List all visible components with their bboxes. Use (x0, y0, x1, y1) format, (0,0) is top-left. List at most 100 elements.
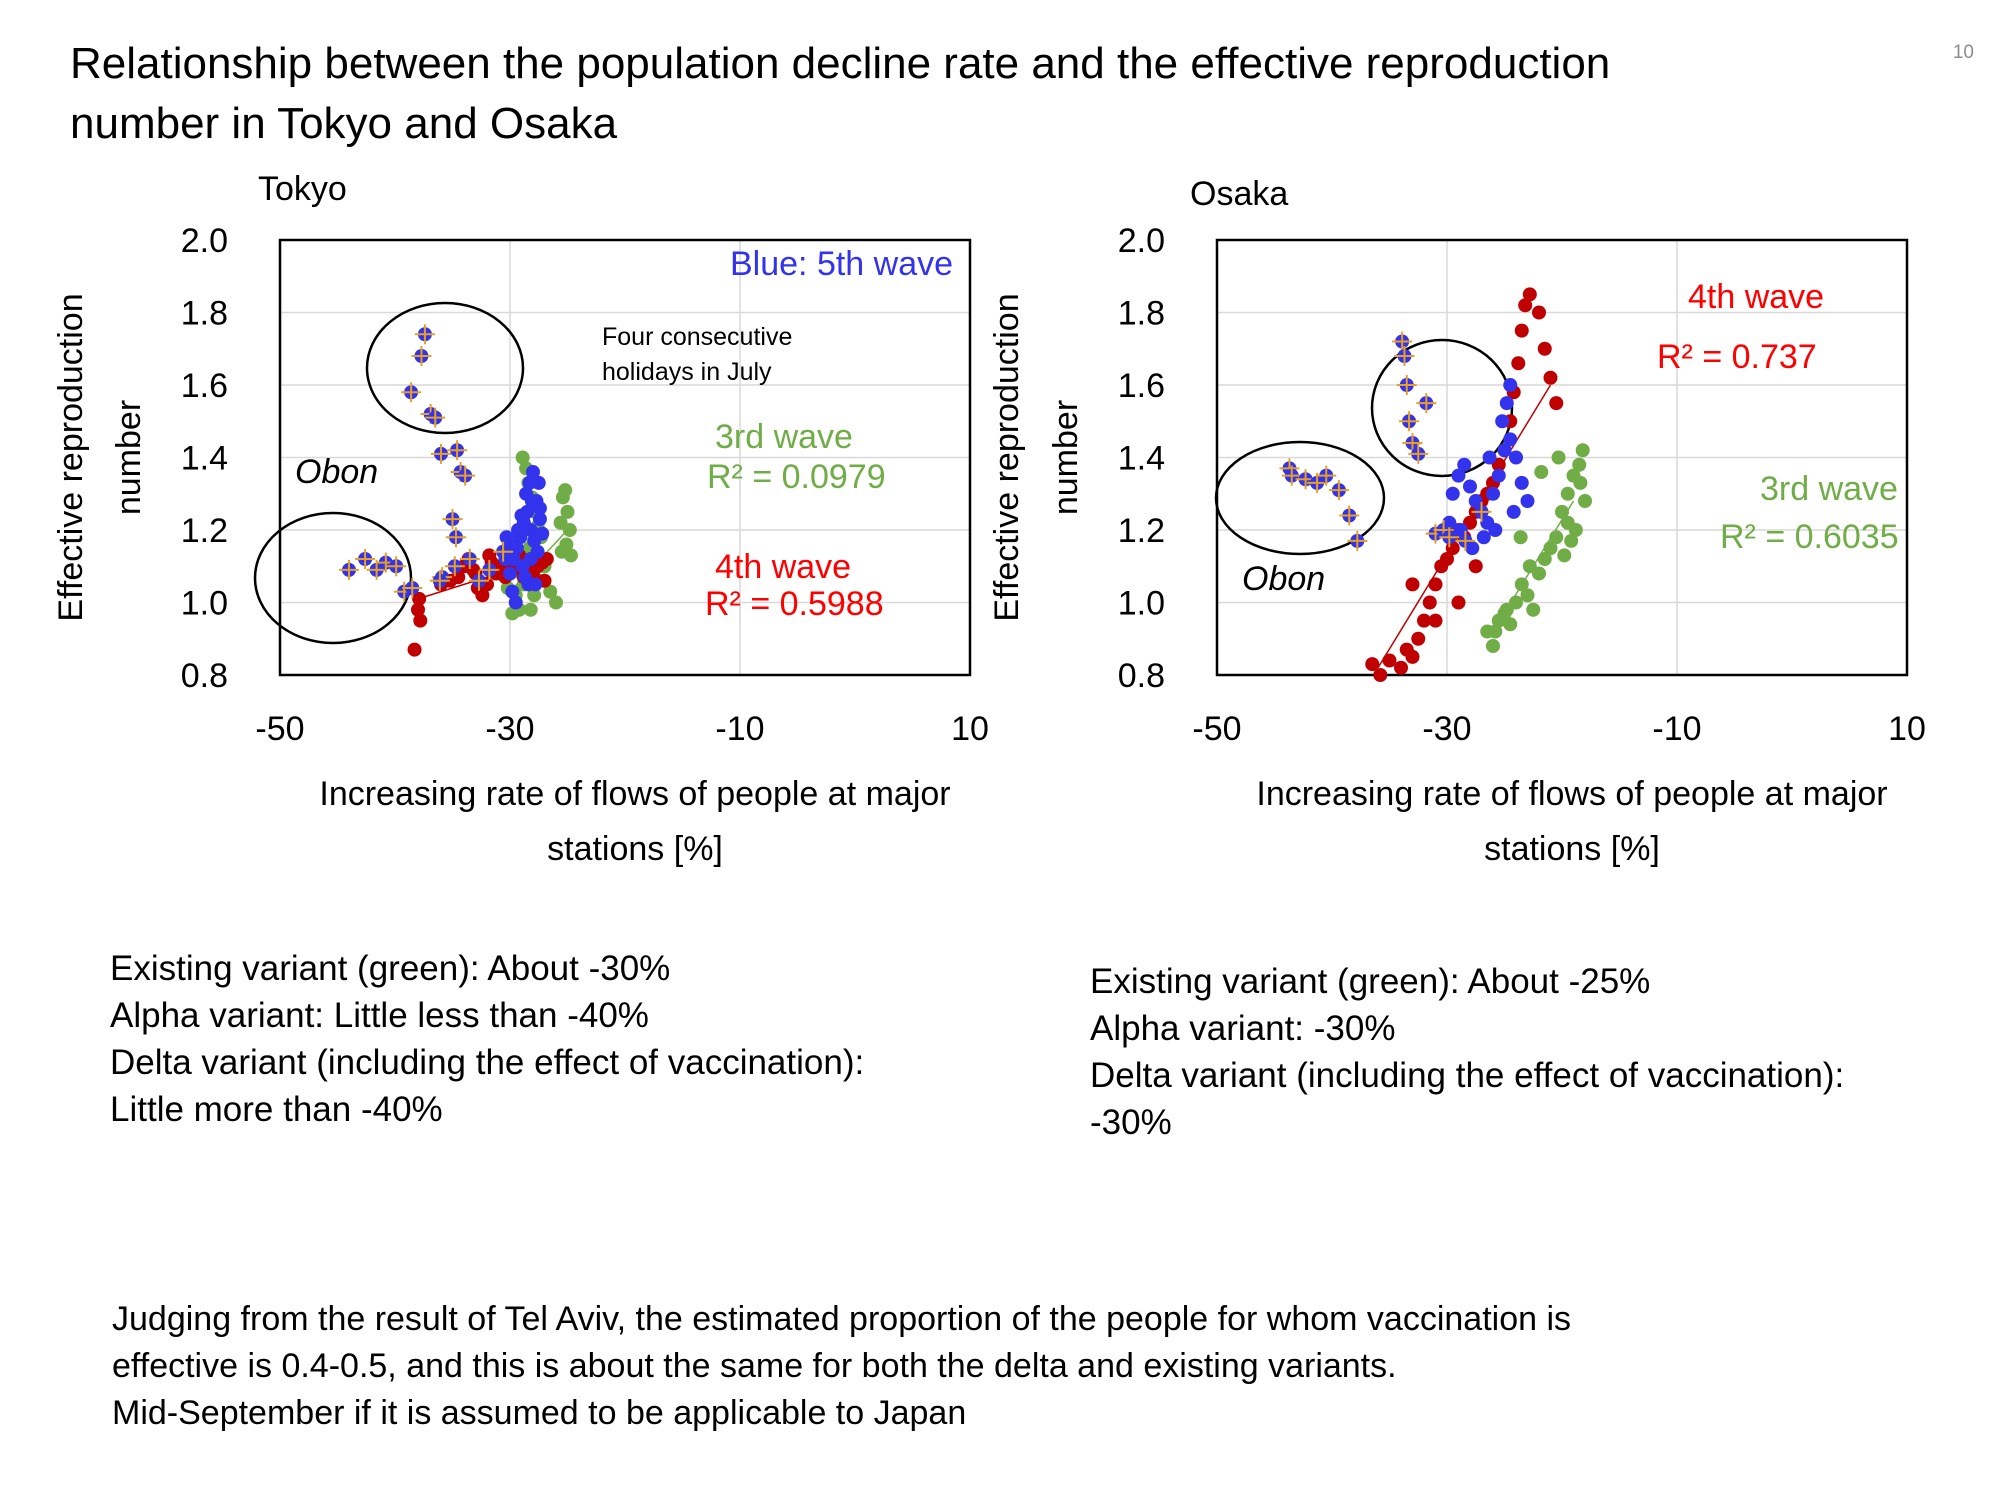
x-tick-label: -10 (715, 710, 764, 748)
y-axis-title-line-1: Effective reproduction (52, 293, 90, 621)
x-tick-label: -30 (1422, 710, 1471, 748)
footnote-line: Mid-September if it is assumed to be app… (112, 1394, 967, 1432)
data-point (1514, 475, 1529, 490)
holiday-annotation-line-2: holidays in July (602, 358, 772, 386)
series-5th-wave-holidays- (1279, 331, 1492, 551)
data-point (1513, 530, 1528, 545)
data-point (1440, 552, 1454, 566)
y-axis-title-line-1: Effective reproduction (988, 293, 1026, 621)
data-point (1417, 613, 1431, 628)
holiday-data-point (355, 549, 376, 569)
holiday-data-point (402, 578, 423, 598)
data-point (1411, 631, 1426, 646)
trendline (1492, 500, 1575, 632)
data-point (1405, 649, 1420, 664)
data-point (1578, 494, 1592, 508)
data-point (1557, 548, 1572, 563)
footnote: Judging from the result of Tel Aviv, the… (112, 1296, 1571, 1437)
osaka-notes: Existing variant (green): About -25% Alp… (1090, 958, 1844, 1146)
y-tick-label: 1.8 (1118, 295, 1165, 333)
holiday-data-point (1402, 433, 1423, 453)
y-axis-title-line-2: number (110, 400, 148, 515)
holiday-annotation-line-1: Four consecutive (602, 323, 792, 351)
y-tick-label: 2.0 (181, 222, 228, 260)
data-point (1503, 432, 1518, 447)
series-5th-wave (498, 465, 550, 610)
data-point (532, 512, 547, 527)
data-point (1451, 468, 1466, 483)
data-point (1522, 287, 1537, 302)
osaka-note-line: Existing variant (green): About -25% (1090, 962, 1651, 1001)
data-point (1537, 552, 1552, 566)
y-tick-label: 1.4 (1118, 440, 1165, 478)
data-point (523, 523, 538, 537)
data-point (407, 642, 422, 657)
y-tick-label: 0.8 (1118, 657, 1165, 695)
holiday-data-point (339, 559, 359, 580)
data-point (523, 552, 538, 566)
data-point (1488, 523, 1503, 537)
osaka-note-line: Delta variant (including the effect of v… (1090, 1056, 1845, 1095)
holiday-data-point (1471, 501, 1492, 522)
holiday-data-point (1439, 527, 1460, 548)
r2-3rd-wave: R² = 0.6035 (1720, 518, 1899, 556)
holiday-data-point (1339, 505, 1360, 526)
holiday-data-point (386, 556, 407, 577)
data-point (1518, 298, 1533, 313)
data-point (413, 613, 428, 628)
label-3rd-wave: 3rd wave (1760, 470, 1898, 508)
charts-canvas: Tokyo 0.8 1.0 1.2 1.4 1.6 1.8 2.0 -50 -30 -10 10 Eff… (52, 170, 1926, 868)
data-point (563, 548, 578, 563)
data-point (503, 566, 517, 581)
slide-title-line-2: number in Tokyo and Osaka (70, 99, 618, 148)
data-point (1488, 624, 1503, 639)
x-tick-label: -50 (1192, 710, 1241, 748)
osaka-note-line: -30% (1090, 1103, 1172, 1142)
data-point (524, 494, 539, 508)
data-point (535, 526, 550, 541)
data-point (1532, 305, 1546, 320)
data-point (526, 465, 540, 479)
data-point (1382, 653, 1397, 668)
chart-title: Osaka (1190, 175, 1288, 213)
data-point (1422, 595, 1437, 610)
x-tick-label: 10 (951, 710, 989, 748)
data-point (523, 602, 538, 617)
slide-title-line-1: Relationship between the population decl… (70, 39, 1611, 88)
data-point (1394, 660, 1408, 675)
y-tick-label: 2.0 (1118, 222, 1165, 260)
data-point (411, 602, 425, 617)
data-point (1509, 450, 1523, 465)
footnote-line: Judging from the result of Tel Aviv, the… (112, 1300, 1572, 1338)
r2-3rd-wave: R² = 0.0979 (707, 458, 886, 496)
series-5th-wave (1442, 378, 1535, 556)
tokyo-note-line: Existing variant (green): About -30% (110, 949, 671, 988)
holiday-circle (1370, 338, 1514, 478)
data-point (1491, 468, 1506, 483)
data-point (560, 504, 575, 519)
data-point (1495, 414, 1510, 429)
holiday-data-point (1392, 331, 1413, 352)
holiday-data-point (431, 443, 451, 464)
data-point (1564, 533, 1579, 548)
holiday-data-point (1408, 443, 1429, 464)
data-point (1560, 486, 1575, 501)
y-tick-label: 1.2 (181, 512, 228, 550)
data-point (1486, 639, 1500, 653)
holiday-data-point (459, 549, 480, 569)
obon-circle (1214, 440, 1386, 556)
data-point (549, 595, 563, 610)
holiday-circle (365, 301, 525, 435)
y-tick-label: 1.0 (1118, 585, 1165, 623)
obon-circle (253, 511, 413, 645)
data-point (1428, 613, 1443, 628)
data-point (1522, 559, 1537, 574)
data-point (499, 530, 514, 545)
holiday-data-point (445, 527, 466, 548)
y-tick-label: 0.8 (181, 657, 228, 695)
holiday-data-point (455, 465, 476, 486)
data-point (1428, 577, 1443, 592)
tokyo-note-line: Little more than -40% (110, 1090, 443, 1129)
x-axis-title-line-2: stations [%] (547, 830, 723, 868)
x-tick-label: 10 (1888, 710, 1926, 748)
